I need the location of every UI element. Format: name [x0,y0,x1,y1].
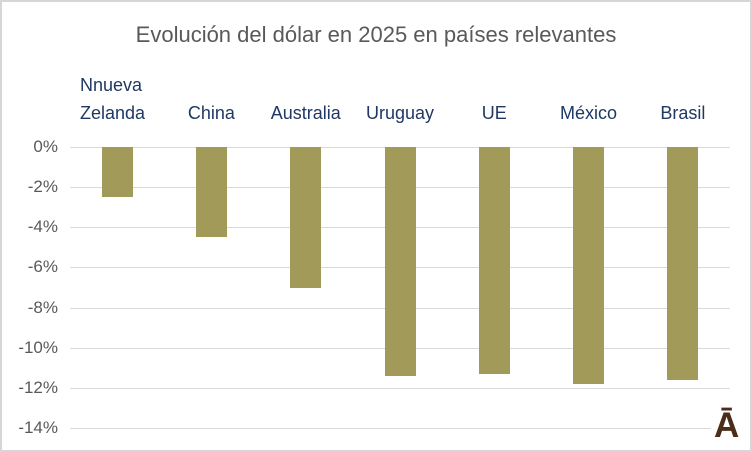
y-tick-label: -4% [27,217,58,237]
bar [195,147,227,238]
category-label: China [187,103,235,123]
chart-title: Evolución del dólar en 2025 en países re… [135,22,617,47]
bar [573,147,605,384]
y-tick-label: -12% [18,377,58,397]
bar [384,147,416,376]
y-tick-label: -8% [27,297,58,317]
bar [101,147,133,198]
category-label: México [560,103,618,123]
category-label: Australia [270,103,341,123]
bar [478,147,510,374]
category-label: Nnueva Zelanda [80,75,146,123]
y-tick-label: -14% [18,418,58,437]
bar [667,147,699,380]
gridline [70,428,730,429]
category-label: Brasil [660,103,706,123]
y-tick-label: -6% [27,257,58,277]
gridline [70,387,730,389]
category-label: Uruguay [365,103,435,123]
y-tick-label: -10% [18,337,58,357]
bar [290,147,322,288]
brand-logo-icon: Ā [711,406,740,446]
category-label: UE [481,103,507,123]
y-tick-label: 0% [33,137,58,156]
y-tick-label: -2% [27,177,58,197]
